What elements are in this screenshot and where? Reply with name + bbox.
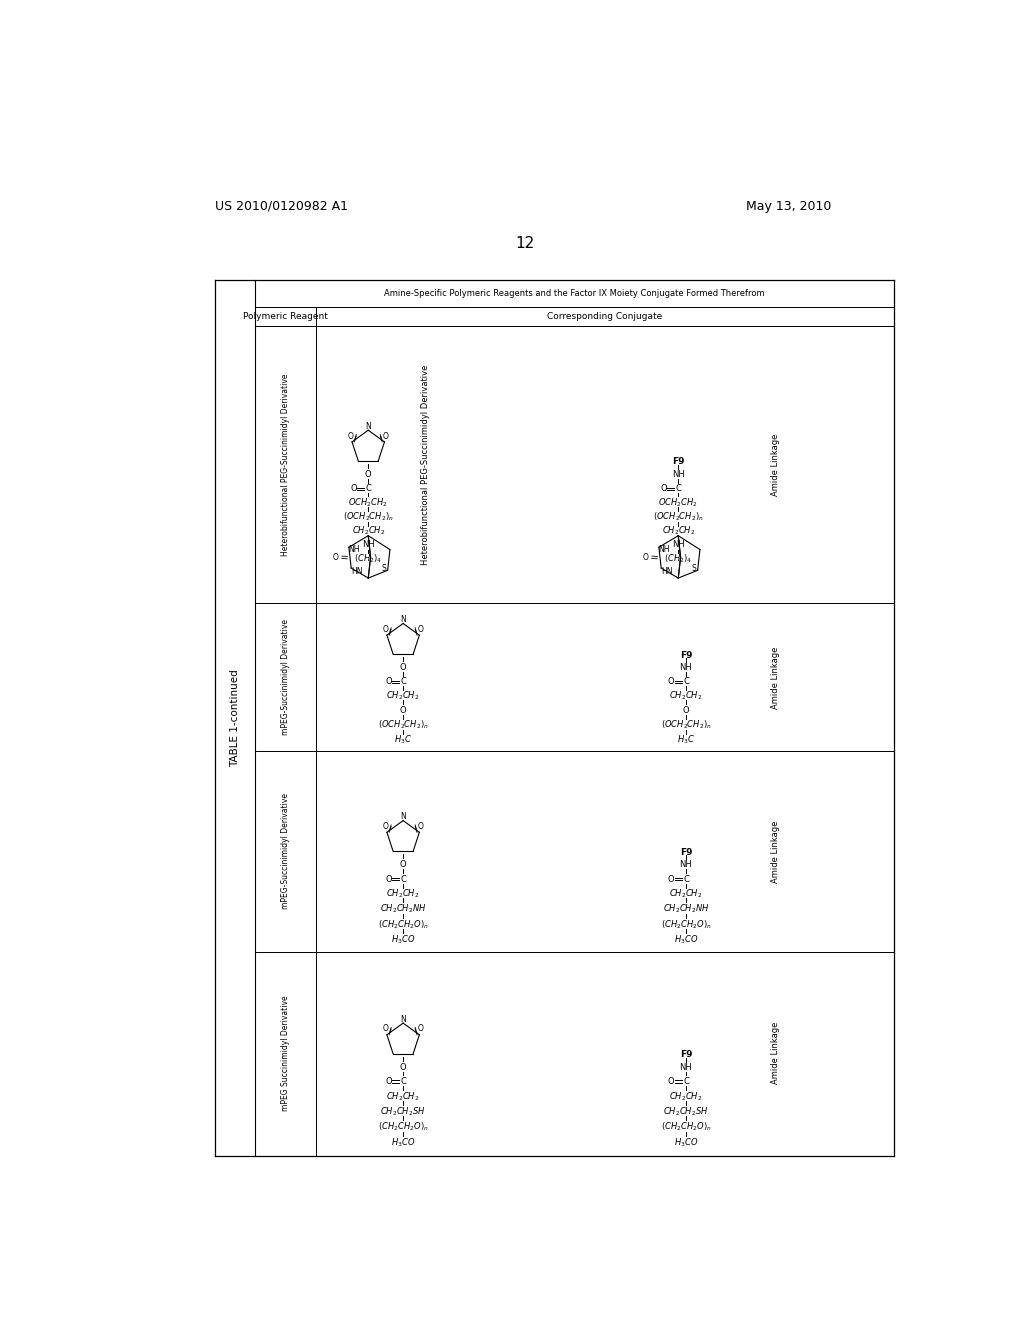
Text: F9: F9 — [672, 457, 684, 466]
Text: $CH_2CH_2$: $CH_2CH_2$ — [386, 1090, 420, 1102]
Text: N: N — [400, 615, 406, 624]
Text: $CH_2CH_2SH$: $CH_2CH_2SH$ — [664, 1105, 709, 1118]
Text: $CH_2CH_2$: $CH_2CH_2$ — [386, 689, 420, 702]
Text: O: O — [333, 553, 339, 562]
Text: O: O — [385, 677, 392, 686]
Text: C: C — [675, 484, 681, 494]
Text: C: C — [400, 1077, 407, 1086]
Text: HN: HN — [351, 566, 362, 576]
Text: N: N — [400, 1015, 406, 1024]
Text: mPEG Succinimidyl Derivative: mPEG Succinimidyl Derivative — [281, 995, 290, 1111]
Text: $CH_2CH_2$: $CH_2CH_2$ — [670, 1090, 702, 1102]
Text: C: C — [683, 677, 689, 686]
Text: O: O — [399, 1063, 407, 1072]
Text: O: O — [399, 861, 407, 869]
Text: S: S — [381, 565, 386, 573]
Text: $H_3C$: $H_3C$ — [394, 734, 413, 746]
Text: $CH_2CH_2$: $CH_2CH_2$ — [670, 689, 702, 702]
Text: O: O — [643, 553, 649, 562]
Text: NH: NH — [361, 540, 375, 549]
Text: $OCH_2CH_2$: $OCH_2CH_2$ — [348, 496, 388, 508]
Text: $H_3CO$: $H_3CO$ — [391, 1137, 416, 1148]
Text: Amide Linkage: Amide Linkage — [771, 820, 780, 883]
Text: $CH_2CH_2NH$: $CH_2CH_2NH$ — [380, 903, 426, 915]
Text: O: O — [350, 484, 356, 494]
Text: C: C — [366, 484, 371, 494]
Text: $CH_2CH_2SH$: $CH_2CH_2SH$ — [380, 1105, 426, 1118]
Text: O: O — [399, 663, 407, 672]
Text: NH: NH — [680, 1063, 692, 1072]
Text: O: O — [383, 1024, 389, 1034]
Text: $CH_2CH_2$: $CH_2CH_2$ — [670, 887, 702, 900]
Text: Amide Linkage: Amide Linkage — [771, 1022, 780, 1084]
Text: $CH_2CH_2NH$: $CH_2CH_2NH$ — [663, 903, 710, 915]
Text: NH: NH — [658, 545, 670, 554]
Text: N: N — [400, 812, 406, 821]
Text: $(CH_2)_4$: $(CH_2)_4$ — [665, 553, 692, 565]
Text: HN: HN — [660, 566, 673, 576]
Text: $(CH_2CH_2O)_n$: $(CH_2CH_2O)_n$ — [378, 919, 428, 931]
Text: TABLE 1-continued: TABLE 1-continued — [230, 669, 240, 767]
Text: NH: NH — [348, 545, 360, 554]
Text: O: O — [418, 624, 424, 634]
Text: $(OCH_2CH_2)_n$: $(OCH_2CH_2)_n$ — [343, 511, 393, 524]
Text: O: O — [365, 470, 372, 479]
Text: $H_3CO$: $H_3CO$ — [674, 1137, 698, 1148]
Text: NH: NH — [680, 663, 692, 672]
Text: O: O — [668, 875, 675, 883]
Text: O: O — [660, 484, 667, 494]
Text: O: O — [383, 624, 389, 634]
Text: Amide Linkage: Amide Linkage — [771, 434, 780, 496]
Text: Heterobifunctional PEG-Succinimidyl Derivative: Heterobifunctional PEG-Succinimidyl Deri… — [281, 374, 290, 556]
Text: NH: NH — [672, 540, 685, 549]
Text: Amine-Specific Polymeric Reagents and the Factor IX Moiety Conjugate Formed Ther: Amine-Specific Polymeric Reagents and th… — [384, 289, 765, 297]
Text: Heterobifunctional PEG-Succinimidyl Derivative: Heterobifunctional PEG-Succinimidyl Deri… — [421, 364, 430, 565]
Text: $(OCH_2CH_2)_n$: $(OCH_2CH_2)_n$ — [660, 719, 712, 731]
Text: $CH_2CH_2$: $CH_2CH_2$ — [351, 525, 385, 537]
Text: $H_3CO$: $H_3CO$ — [674, 933, 698, 946]
Text: mPEG-Succinimidyl Derivative: mPEG-Succinimidyl Derivative — [281, 619, 290, 735]
Text: Polymeric Reagent: Polymeric Reagent — [243, 312, 328, 321]
Text: $(OCH_2CH_2)_n$: $(OCH_2CH_2)_n$ — [653, 511, 703, 524]
Text: N: N — [366, 422, 371, 430]
Text: 12: 12 — [515, 235, 535, 251]
Text: S: S — [691, 565, 696, 573]
Text: O: O — [683, 706, 689, 715]
Text: O: O — [383, 822, 389, 832]
Text: O: O — [399, 706, 407, 715]
Text: $(OCH_2CH_2)_n$: $(OCH_2CH_2)_n$ — [378, 719, 428, 731]
Text: F9: F9 — [680, 651, 692, 660]
Text: C: C — [683, 875, 689, 883]
Text: NH: NH — [680, 861, 692, 869]
Text: $(CH_2CH_2O)_n$: $(CH_2CH_2O)_n$ — [660, 1121, 712, 1134]
Text: $(CH_2CH_2O)_n$: $(CH_2CH_2O)_n$ — [660, 919, 712, 931]
Text: May 13, 2010: May 13, 2010 — [746, 199, 831, 213]
Text: O: O — [668, 677, 675, 686]
Text: O: O — [383, 432, 388, 441]
Text: $H_3C$: $H_3C$ — [677, 734, 695, 746]
Text: $(CH_2CH_2O)_n$: $(CH_2CH_2O)_n$ — [378, 1121, 428, 1134]
Text: $CH_2CH_2$: $CH_2CH_2$ — [386, 887, 420, 900]
Text: F9: F9 — [680, 847, 692, 857]
Text: Corresponding Conjugate: Corresponding Conjugate — [547, 312, 663, 321]
Text: O: O — [418, 1024, 424, 1034]
Text: O: O — [668, 1077, 675, 1086]
Text: $OCH_2CH_2$: $OCH_2CH_2$ — [658, 496, 698, 508]
Text: O: O — [348, 432, 353, 441]
Text: mPEG-Succinimidyl Derivative: mPEG-Succinimidyl Derivative — [281, 793, 290, 909]
Text: Amide Linkage: Amide Linkage — [771, 647, 780, 709]
Text: NH: NH — [672, 470, 685, 479]
Text: O: O — [385, 1077, 392, 1086]
Text: US 2010/0120982 A1: US 2010/0120982 A1 — [215, 199, 348, 213]
Text: O: O — [418, 822, 424, 832]
Text: $(CH_2)_4$: $(CH_2)_4$ — [354, 553, 382, 565]
Text: F9: F9 — [680, 1051, 692, 1059]
Text: O: O — [385, 875, 392, 883]
Text: C: C — [683, 1077, 689, 1086]
Text: C: C — [400, 875, 407, 883]
Text: $CH_2CH_2$: $CH_2CH_2$ — [662, 525, 695, 537]
Text: C: C — [400, 677, 407, 686]
Text: $H_3CO$: $H_3CO$ — [391, 933, 416, 946]
